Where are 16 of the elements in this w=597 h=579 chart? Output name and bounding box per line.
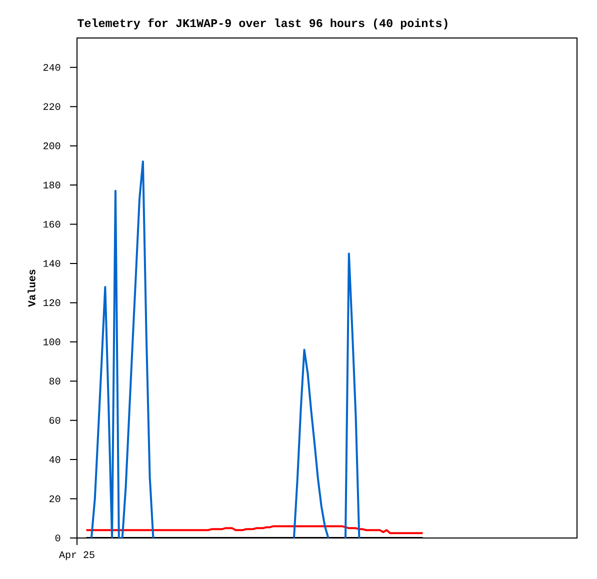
y-tick-label: 160: [44, 220, 60, 228]
y-tick-label: 220: [44, 103, 60, 110]
text: Apr 25: [59, 551, 94, 560]
y-axis-title: Values: [28, 270, 36, 307]
y-tick-label: 240: [44, 64, 60, 71]
y-tick-label: 80: [49, 378, 60, 385]
y-tick-label: 180: [44, 182, 60, 188]
y-tick-label: 200: [44, 142, 60, 150]
y-tick-label: 140: [44, 260, 60, 267]
y-tick-label: 60: [50, 416, 60, 424]
chart-title: Telemetry for JK1WAP-9 over last 96 hours (40 points): [78, 18, 448, 30]
y-tick-label: 0: [55, 534, 60, 542]
y-tick-label: 100: [44, 338, 60, 346]
y-tick-label: 120: [44, 299, 60, 306]
y-tick-label: 20: [50, 495, 60, 502]
y-tick-label: 40: [49, 456, 60, 463]
